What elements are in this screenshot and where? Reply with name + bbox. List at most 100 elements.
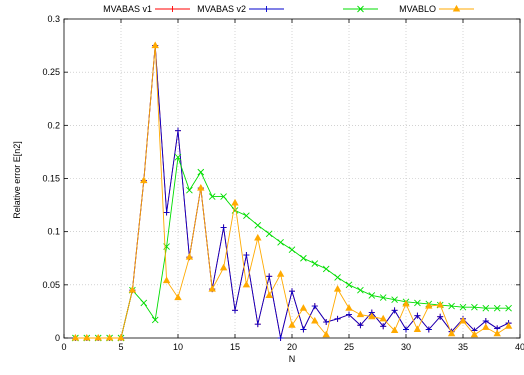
legend-marker <box>452 4 461 12</box>
data-point <box>289 288 295 295</box>
x-tick-label: 15 <box>230 342 240 352</box>
data-point <box>368 312 376 320</box>
data-point <box>322 330 330 338</box>
series-4 <box>71 41 513 341</box>
data-point <box>151 316 159 324</box>
data-point <box>162 276 171 284</box>
data-point <box>391 296 398 304</box>
data-point <box>140 176 148 184</box>
legend-item: MVABAS v1 <box>103 4 190 14</box>
data-point <box>208 193 216 200</box>
data-point <box>163 209 170 216</box>
data-point <box>242 280 251 288</box>
data-point <box>174 293 182 301</box>
data-point <box>300 326 307 333</box>
data-point <box>493 304 501 312</box>
x-tick-label: 20 <box>287 342 297 352</box>
legend-item: MVABAS v2 <box>197 4 284 14</box>
data-point <box>175 127 181 134</box>
data-point <box>254 221 262 229</box>
data-point <box>379 314 387 322</box>
data-point <box>436 300 444 308</box>
data-point <box>379 294 387 301</box>
data-point <box>254 321 261 328</box>
data-point <box>208 284 216 292</box>
data-point <box>288 246 296 254</box>
data-point <box>437 313 444 320</box>
data-point <box>311 260 319 267</box>
x-tick-label: 40 <box>515 342 524 352</box>
data-point <box>323 319 330 326</box>
y-tick-label: 0.05 <box>42 280 60 290</box>
data-point <box>459 303 467 311</box>
data-point <box>380 323 387 330</box>
y-tick-label: 0.15 <box>42 174 60 184</box>
data-point <box>265 230 273 238</box>
data-point <box>277 335 284 341</box>
data-point <box>448 302 455 310</box>
y-tick-label: 0.3 <box>47 14 60 24</box>
data-point <box>356 310 365 318</box>
data-point <box>505 304 512 312</box>
data-point <box>504 322 513 329</box>
legend-marker <box>263 6 270 12</box>
data-point <box>482 304 490 312</box>
data-point <box>482 323 490 330</box>
data-point <box>334 315 341 322</box>
y-tick-label: 0.2 <box>47 120 60 130</box>
data-point <box>311 303 318 310</box>
y-tick-label: 0.25 <box>42 67 60 77</box>
data-point <box>83 333 91 341</box>
data-point <box>390 326 399 334</box>
x-tick-label: 35 <box>458 342 468 352</box>
data-point <box>368 292 376 299</box>
grid <box>64 19 520 338</box>
data-point <box>117 333 125 341</box>
data-point <box>402 299 410 307</box>
data-point <box>357 286 364 294</box>
data-point <box>231 198 239 206</box>
data-point <box>266 273 273 280</box>
x-tick-label: 25 <box>344 342 354 352</box>
x-tick-label: 0 <box>61 342 66 352</box>
data-point <box>345 281 353 289</box>
y-tick-label: 0 <box>55 333 60 343</box>
legend-label: MVABLO <box>399 4 436 14</box>
legend: MVABAS v1 MVABAS v2 MVABLO <box>103 4 474 14</box>
data-point <box>243 252 250 259</box>
data-point <box>220 193 227 200</box>
data-point <box>413 325 422 332</box>
x-tick-label: 10 <box>173 342 183 352</box>
data-point <box>425 301 433 309</box>
data-point <box>300 254 307 262</box>
data-point <box>333 284 342 292</box>
plot-area <box>71 41 513 342</box>
data-point <box>425 326 432 333</box>
data-point <box>243 212 250 220</box>
x-tick-label: 5 <box>118 342 123 352</box>
x-tick-label: 30 <box>401 342 411 352</box>
data-point <box>345 304 353 311</box>
data-point <box>197 168 205 176</box>
data-point <box>254 233 262 241</box>
data-point <box>232 307 238 314</box>
data-point <box>493 329 501 337</box>
data-point <box>459 316 467 324</box>
data-point <box>276 270 285 277</box>
data-point <box>128 286 137 293</box>
legend-item: MVABLO <box>399 4 474 14</box>
data-point <box>197 183 205 191</box>
data-point <box>277 238 284 246</box>
data-point <box>265 291 273 298</box>
data-point <box>94 333 102 341</box>
data-point <box>299 304 308 311</box>
y-tick-label: 0.1 <box>47 227 60 237</box>
axes: 0 0.05 0.1 0.15 0.2 0.25 0.3 0 5 10 15 20 25 30 35 40 <box>42 14 524 352</box>
data-point <box>447 329 456 337</box>
data-point <box>470 330 479 338</box>
data-point <box>288 321 296 328</box>
data-point <box>71 333 80 341</box>
legend-label: MVABAS v1 <box>103 4 152 14</box>
y-axis-title: Relative error E[n2] <box>12 141 22 219</box>
